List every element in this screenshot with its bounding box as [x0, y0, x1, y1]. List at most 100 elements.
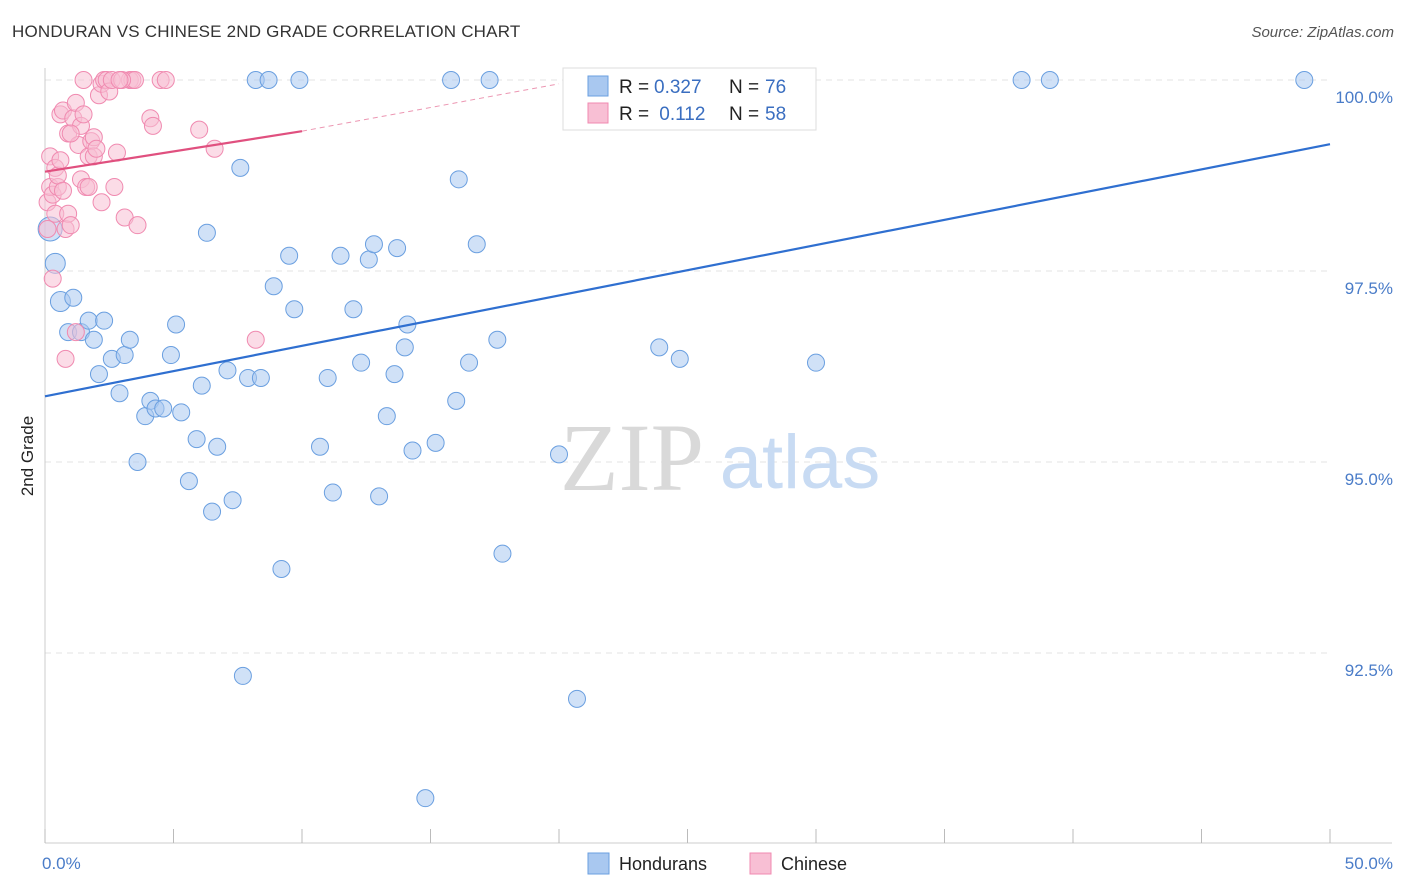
honduran-point — [323, 483, 342, 502]
chinese-point — [246, 330, 265, 349]
honduran-point — [395, 338, 414, 357]
honduran-point — [128, 453, 147, 471]
chinese-point — [92, 193, 111, 212]
chinese-point — [143, 116, 162, 135]
honduran-point — [467, 235, 486, 254]
chinese-point — [190, 120, 209, 139]
honduran-point — [370, 487, 389, 506]
legend-swatch-hondurans — [587, 75, 609, 97]
legend-r-value-1: 0.112 — [654, 104, 705, 125]
honduran-point — [115, 346, 134, 365]
honduran-point — [154, 399, 173, 418]
honduran-point — [89, 365, 108, 384]
honduran-point — [1040, 71, 1059, 89]
honduran-point — [318, 368, 337, 387]
honduran-point — [364, 235, 383, 254]
chinese-point — [205, 139, 224, 158]
bottom-legend-swatch-chinese — [749, 852, 772, 875]
honduran-point — [218, 361, 237, 380]
honduran-point — [310, 437, 329, 456]
chinese-point — [51, 151, 70, 170]
legend-n-value-0: 76 — [765, 77, 786, 98]
honduran-point — [550, 445, 568, 464]
honduran-point — [480, 71, 499, 89]
honduran-point — [449, 170, 468, 189]
y-tick-label-0: 100.0% — [1335, 88, 1393, 107]
legend-box: R = 0.327 N = 76 R = 0.112 N = 58 — [562, 67, 817, 131]
chinese-point — [79, 177, 98, 196]
honduran-point — [567, 689, 586, 708]
chinese-trend-line-dashed — [301, 83, 560, 132]
legend-r-value-0: 0.327 — [654, 77, 702, 98]
legend-n-label-0: N = — [729, 77, 759, 98]
honduran-point — [231, 158, 250, 177]
honduran-point — [493, 544, 512, 563]
honduran-point — [331, 246, 350, 265]
honduran-point — [203, 502, 222, 521]
chinese-point — [38, 219, 57, 238]
watermark-zip: ZIP — [560, 404, 704, 511]
hondurans-points — [37, 71, 1314, 808]
honduran-point — [161, 346, 180, 365]
honduran-point — [426, 433, 445, 452]
honduran-point — [233, 666, 252, 685]
legend-r-label-1: R = — [619, 104, 649, 125]
chinese-point — [53, 181, 72, 200]
bottom-legend-hondurans: Hondurans — [619, 854, 707, 874]
honduran-point — [352, 353, 371, 372]
chinese-point — [156, 71, 175, 89]
honduran-point — [223, 491, 242, 510]
trend-lines — [44, 83, 1331, 398]
y-tick-label-3: 92.5% — [1345, 661, 1393, 680]
honduran-point — [447, 391, 466, 410]
tick-labels: 100.0% 97.5% 95.0% 92.5% 0.0% 50.0% — [42, 88, 1393, 873]
honduran-point — [172, 403, 191, 422]
honduran-point — [385, 365, 404, 384]
chinese-point — [43, 269, 62, 288]
honduran-point — [1295, 71, 1314, 89]
honduran-point — [403, 441, 422, 460]
chinese-points — [38, 71, 265, 368]
honduran-point — [179, 472, 198, 491]
chinese-point — [87, 139, 106, 158]
x-tick-label-1: 50.0% — [1345, 854, 1393, 873]
honduran-point — [344, 300, 363, 319]
chinese-point — [74, 105, 93, 124]
honduran-point — [285, 300, 304, 319]
honduran-point — [488, 330, 507, 349]
honduran-point — [264, 277, 283, 296]
honduran-point — [442, 71, 461, 89]
legend-n-value-1: 58 — [765, 104, 786, 125]
chart-source: Source: ZipAtlas.com — [1251, 24, 1394, 41]
honduran-point — [650, 338, 669, 357]
watermark: ZIP atlas — [560, 404, 880, 511]
x-tick-label-0: 0.0% — [42, 854, 81, 873]
honduran-point — [167, 315, 186, 334]
bottom-legend-swatch-hondurans — [587, 852, 610, 875]
honduran-point — [377, 407, 396, 426]
chart-title: HONDURAN VS CHINESE 2ND GRADE CORRELATIO… — [12, 22, 521, 41]
honduran-point — [272, 559, 291, 578]
legend-r-label-0: R = — [619, 77, 649, 98]
honduran-point — [110, 384, 129, 403]
chinese-trend-line — [44, 130, 303, 173]
honduran-trend-line — [44, 143, 1331, 398]
chinese-point — [56, 349, 75, 368]
chinese-point — [110, 71, 129, 89]
y-tick-label-1: 97.5% — [1345, 279, 1393, 298]
honduran-point — [460, 353, 479, 372]
bottom-legend: Hondurans Chinese — [587, 852, 847, 875]
honduran-point — [84, 330, 103, 349]
honduran-point — [95, 311, 114, 330]
honduran-point — [807, 353, 825, 372]
honduran-point — [197, 223, 216, 242]
axes — [44, 68, 1392, 844]
honduran-point — [259, 71, 278, 89]
chinese-point — [105, 177, 124, 196]
honduran-point — [416, 789, 435, 808]
legend-swatch-chinese — [587, 102, 609, 124]
honduran-point — [388, 239, 407, 258]
honduran-point — [192, 376, 211, 395]
chinese-point — [61, 124, 80, 143]
